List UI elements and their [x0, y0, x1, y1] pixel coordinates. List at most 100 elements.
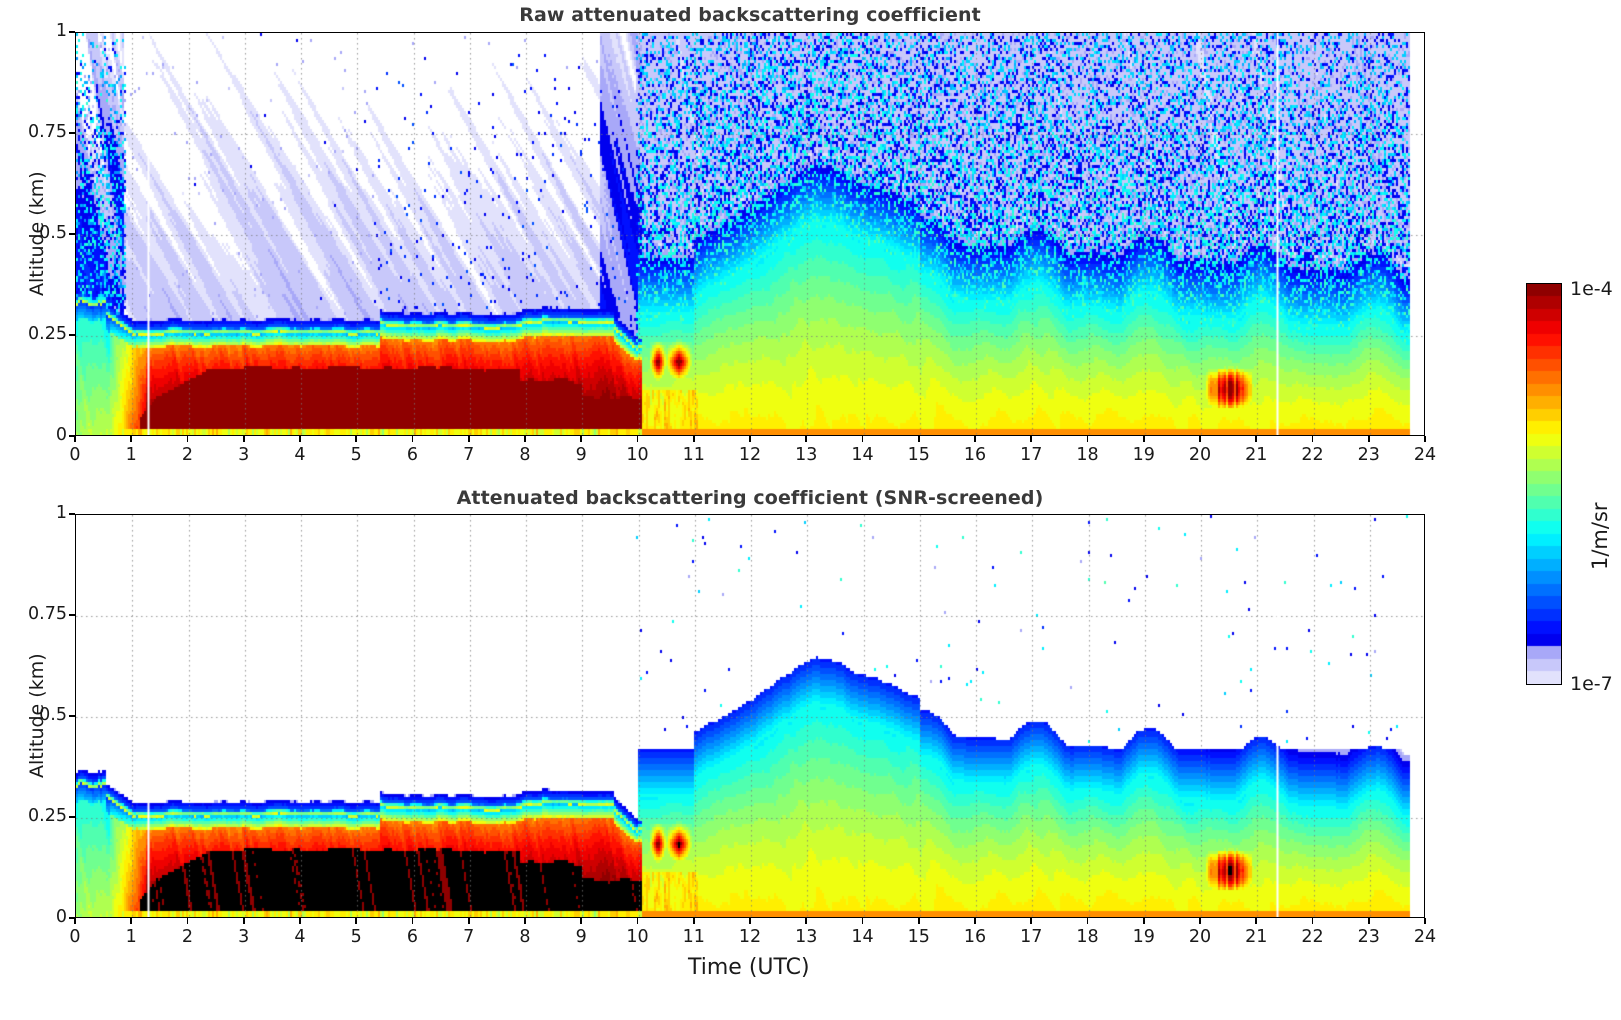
y-tick-label: 1 [55, 503, 67, 523]
x-tick-label: 24 [1413, 445, 1437, 465]
x-tickmark [1142, 918, 1145, 924]
x-tick-label: 18 [1076, 445, 1099, 465]
x-tick-label: 4 [294, 445, 306, 465]
plot-area-raw[interactable] [75, 32, 1425, 436]
panel-title-screened: Attenuated backscattering coefficient (S… [456, 487, 1044, 509]
plot-area-screened[interactable] [75, 514, 1425, 918]
x-tick-label: 21 [1245, 445, 1268, 465]
x-tick-label: 17 [1020, 445, 1043, 465]
x-tickmark [580, 918, 583, 924]
x-tick-label: 11 [682, 445, 705, 465]
x-tickmark [1367, 436, 1370, 442]
x-tickmark [242, 918, 245, 924]
x-tickmark [130, 436, 133, 442]
x-tickmark [1311, 918, 1314, 924]
x-tick-label: 21 [1245, 927, 1268, 947]
x-tick-label: 5 [350, 927, 362, 947]
x-tickmark [974, 436, 976, 442]
x-tickmark [636, 436, 639, 442]
x-tickmark [1142, 436, 1145, 442]
y-tick-label: 0.25 [28, 806, 67, 826]
x-tick-label: 2 [181, 927, 194, 947]
x-tick-label: 10 [626, 927, 649, 947]
x-tickmark [74, 436, 76, 442]
heatmap-screened [76, 515, 1424, 917]
y-tick-label: 0.5 [39, 705, 67, 725]
x-tick-label: 14 [851, 927, 874, 947]
x-tickmark [1311, 436, 1314, 442]
x-tick-label: 3 [238, 445, 250, 465]
x-tickmark [130, 918, 133, 924]
x-tick-label: 22 [1301, 445, 1324, 465]
x-tickmark [1255, 918, 1258, 924]
x-tickmark [1086, 918, 1089, 924]
x-tickmark [299, 918, 301, 924]
x-tick-label: 22 [1301, 927, 1324, 947]
y-tickmark [69, 917, 75, 919]
x-tick-label: 4 [294, 927, 306, 947]
colorbar-gradient [1527, 284, 1561, 684]
x-tick-label: 18 [1076, 927, 1099, 947]
x-tickmark [1255, 436, 1258, 442]
x-tick-label: 11 [682, 927, 705, 947]
y-tick-label: 0.75 [28, 122, 67, 142]
x-tick-label: 6 [406, 445, 419, 465]
heatmap-raw [76, 33, 1424, 435]
x-tickmark [692, 918, 695, 924]
x-tickmark [805, 918, 808, 924]
x-tickmark [186, 436, 189, 442]
x-tickmark [242, 436, 245, 442]
x-tickmark [186, 918, 189, 924]
x-tick-label: 5 [350, 445, 362, 465]
x-tickmark [467, 436, 470, 442]
x-tick-label: 14 [851, 445, 874, 465]
x-tick-label: 24 [1413, 927, 1437, 947]
x-tickmark [1424, 918, 1426, 924]
x-tick-label: 0 [69, 445, 81, 465]
x-tick-label: 1 [125, 445, 137, 465]
x-tick-label: 7 [463, 445, 475, 465]
y-tick-label: 0 [55, 425, 67, 445]
x-tickmark [1030, 436, 1033, 442]
y-tickmark [69, 435, 75, 437]
x-tickmark [861, 436, 864, 442]
x-tickmark [524, 436, 526, 442]
x-tickmark [692, 436, 695, 442]
y-tickmark [69, 132, 75, 134]
x-tickmark [524, 918, 526, 924]
x-tickmark [1199, 436, 1201, 442]
x-tick-label: 16 [963, 445, 987, 465]
x-axis-label: Time (UTC) [688, 955, 810, 980]
y-tick-label: 1 [55, 21, 67, 41]
y-tick-label: 0.25 [28, 324, 67, 344]
x-tick-label: 13 [795, 445, 818, 465]
x-tickmark [1367, 918, 1370, 924]
y-tick-label: 0.75 [28, 604, 67, 624]
x-tickmark [749, 436, 751, 442]
x-tick-label: 1 [125, 927, 137, 947]
x-tick-label: 3 [238, 927, 250, 947]
y-tickmark [69, 715, 75, 717]
x-tick-label: 20 [1188, 445, 1212, 465]
y-tickmark [69, 334, 75, 336]
y-tickmark [69, 233, 75, 235]
x-tick-label: 15 [907, 927, 930, 947]
x-tick-label: 17 [1020, 927, 1043, 947]
x-tickmark [467, 918, 470, 924]
x-tickmark [411, 918, 414, 924]
x-tick-label: 16 [963, 927, 987, 947]
y-tickmark [69, 513, 75, 515]
x-tick-label: 23 [1357, 445, 1380, 465]
panel-title-raw: Raw attenuated backscattering coefficien… [519, 4, 981, 26]
x-tickmark [299, 436, 301, 442]
x-tickmark [74, 918, 76, 924]
x-tick-label: 12 [738, 927, 762, 947]
x-tick-label: 23 [1357, 927, 1380, 947]
colorbar-unit-label: 1/m/sr [1588, 502, 1612, 570]
x-tickmark [861, 918, 864, 924]
x-tick-label: 12 [738, 445, 762, 465]
x-tick-label: 6 [406, 927, 419, 947]
x-tick-label: 19 [1132, 445, 1155, 465]
x-tick-label: 8 [519, 927, 531, 947]
